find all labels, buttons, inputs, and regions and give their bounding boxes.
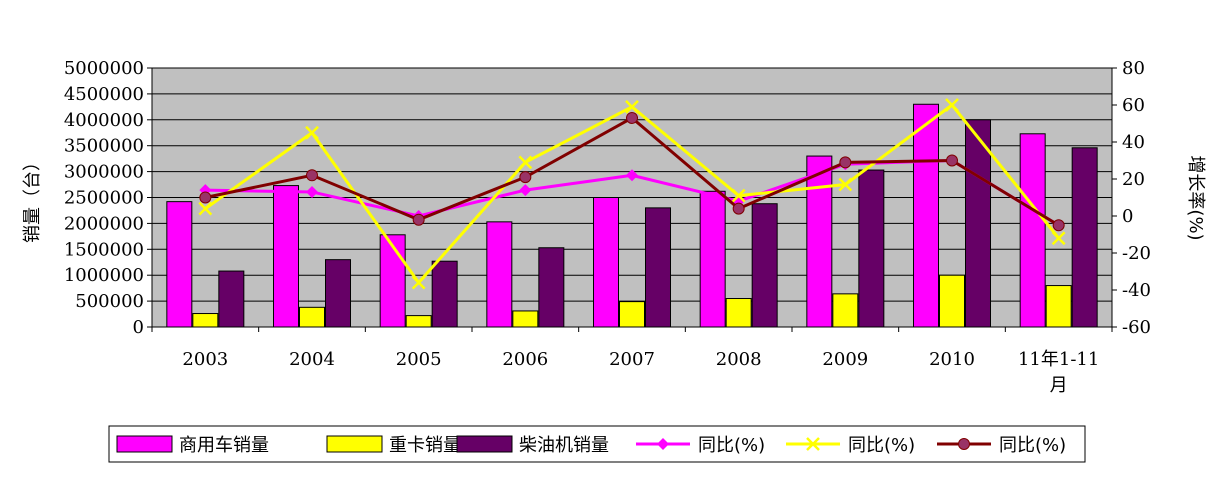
axes-group: 5000000450000040000003500000300000025000…: [64, 58, 1151, 396]
bar-重卡销量-2007: [619, 301, 645, 328]
x-tick-label: 2004: [289, 349, 335, 370]
legend-label: 重卡销量: [389, 435, 461, 456]
line-3-point-2005: [412, 213, 425, 226]
bar-重卡销量-2004: [299, 306, 325, 328]
y-right-tick-label: -60: [1122, 317, 1151, 338]
line-2-point-2007: [625, 99, 639, 114]
line-1-point-2007: [626, 169, 638, 182]
y-left-tick-label: 0: [133, 317, 144, 338]
bar-重卡销量-11年1-11月: [1045, 285, 1072, 328]
bar-重卡销量-2003: [192, 313, 219, 328]
bar-重卡销量-2010: [939, 274, 965, 328]
legend-label: 柴油机销量: [519, 435, 609, 456]
line-2-point-2004: [305, 125, 319, 140]
y-left-tick-label: 2000000: [64, 213, 144, 234]
y-right-tick-label: -20: [1122, 243, 1151, 264]
legend-swatch-bar: [456, 435, 513, 453]
line-2-point-2003: [198, 201, 213, 216]
bar-柴油机销量-2005: [431, 260, 458, 328]
x-tick-label: 2006: [502, 349, 548, 370]
line-1-point-2004: [306, 185, 318, 198]
bar-柴油机销量-2008: [751, 203, 778, 328]
bar-重卡销量-2005: [405, 315, 432, 328]
legend-label: 商用车销量: [179, 435, 269, 456]
legend-label: 同比(%): [999, 435, 1066, 456]
y-left-tick-label: 4500000: [64, 84, 144, 105]
line-2-point-2006: [518, 155, 533, 170]
y-right-tick-label: 40: [1122, 132, 1145, 153]
y-axis-right-title: 增长率(%): [1185, 155, 1206, 240]
y-left-tick-label: 2500000: [64, 188, 144, 209]
line-1-point-2006: [519, 184, 532, 197]
bar-柴油机销量-11年1-11月: [1071, 147, 1098, 328]
x-tick-label: 2008: [716, 349, 762, 370]
x-tick-label: 2003: [182, 349, 228, 370]
line-2-point-2008: [731, 188, 746, 203]
x-tick-label: 2010: [929, 349, 975, 370]
legend-label: 同比(%): [698, 435, 765, 456]
line-2-point-2009: [838, 177, 853, 192]
legend-swatch-bar: [326, 435, 383, 453]
legend-swatch-bar: [116, 435, 173, 453]
y-axis-left-title: 销量（台）: [22, 153, 43, 243]
bar-商用车销量-2006: [486, 221, 513, 328]
bar-柴油机销量-2003: [218, 270, 245, 328]
x-tick-label: 2009: [822, 349, 868, 370]
bar-商用车销量-2003: [166, 201, 193, 328]
bar-商用车销量-11年1-11月: [1019, 133, 1046, 328]
line-3-point-11年1-11月: [1052, 219, 1065, 232]
bar-商用车销量-2007: [593, 197, 619, 328]
legend-box: [108, 425, 1086, 463]
x-tick-label: 11年1-11 月: [1018, 349, 1099, 396]
line-3-point-2009: [839, 156, 852, 169]
legend-marker: [806, 437, 820, 451]
bar-重卡销量-2006: [512, 310, 539, 328]
y-left-tick-label: 500000: [75, 291, 144, 312]
line-3-point-2004: [306, 169, 318, 182]
line-2-point-2010: [945, 98, 959, 112]
y-right-tick-label: 0: [1122, 206, 1133, 227]
x-tick-label: 2007: [609, 349, 655, 370]
line-3-point-2008: [732, 202, 745, 215]
y-left-tick-label: 3500000: [64, 136, 144, 157]
legend-label: 同比(%): [848, 435, 915, 456]
bar-商用车销量-2004: [273, 185, 299, 328]
legend: 商用车销量 重卡销量 柴油机销量 同比(%) 同比(%) 同比(%): [108, 425, 1086, 463]
bar-商用车销量-2009: [806, 155, 833, 328]
bar-商用车销量-2008: [699, 190, 726, 328]
line-2-point-2005: [411, 275, 426, 290]
y-right-tick-label: 60: [1122, 95, 1145, 116]
y-right-tick-label: 80: [1122, 58, 1145, 79]
y-left-tick-label: 3000000: [64, 162, 144, 183]
bar-柴油机销量-2009: [858, 169, 885, 328]
bar-柴油机销量-2007: [645, 207, 671, 328]
line-2-point-11年1-11月: [1051, 231, 1066, 246]
y-left-tick-label: 4000000: [64, 110, 144, 131]
bar-柴油机销量-2010: [965, 119, 991, 328]
y-right-tick-label: -40: [1122, 280, 1151, 301]
legend-marker: [958, 438, 970, 450]
bar-柴油机销量-2004: [325, 259, 351, 328]
bar-重卡销量-2009: [832, 293, 859, 328]
y-left-tick-label: 5000000: [64, 58, 144, 79]
bar-series-group: [166, 103, 1098, 328]
y-left-tick-label: 1500000: [64, 239, 144, 260]
line-3-point-2007: [626, 111, 638, 124]
line-3-point-2010: [946, 154, 958, 167]
line-3-point-2006: [519, 171, 532, 184]
legend-marker: [657, 438, 669, 450]
bar-重卡销量-2008: [725, 298, 752, 328]
line-3-point-2003: [199, 191, 212, 204]
bar-柴油机销量-2006: [538, 247, 565, 328]
y-left-tick-label: 1000000: [64, 265, 144, 286]
line-series-group: [198, 98, 1066, 290]
y-right-tick-label: 20: [1122, 169, 1145, 190]
bar-商用车销量-2010: [913, 103, 939, 328]
x-tick-label: 2005: [396, 349, 442, 370]
